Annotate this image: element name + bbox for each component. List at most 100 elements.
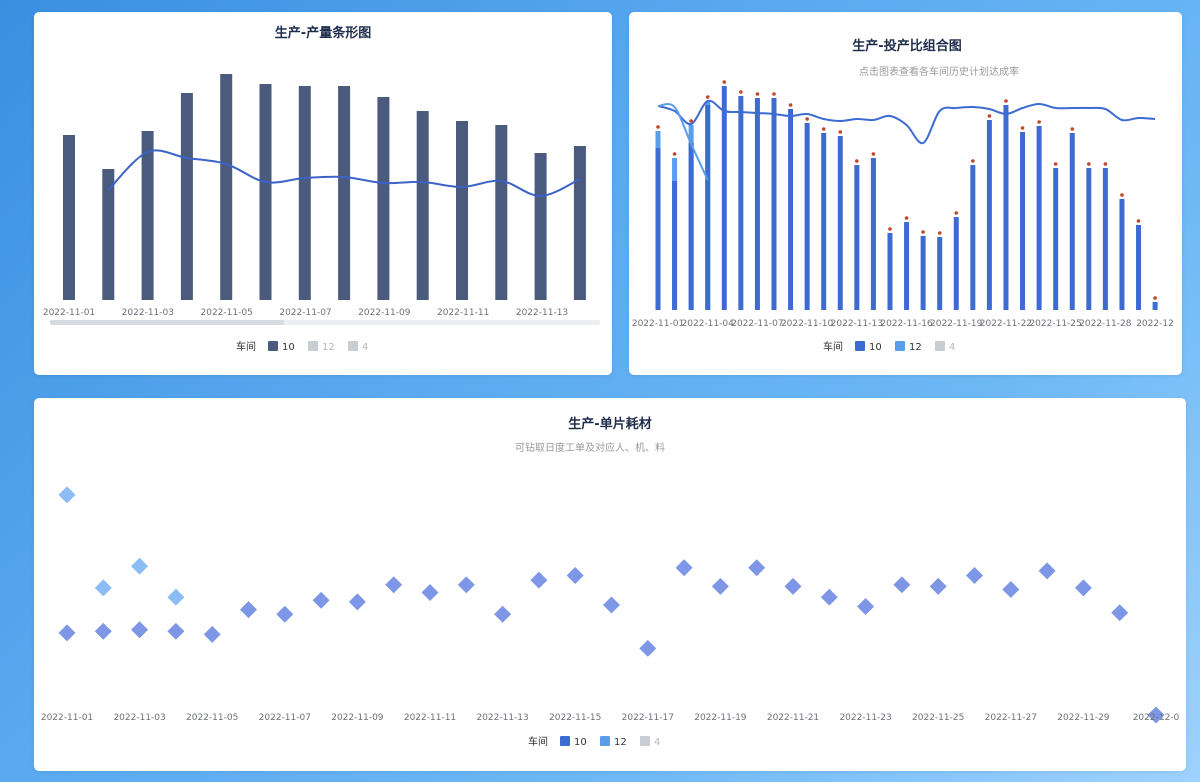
- x-tick-label: 2022-11-09: [358, 308, 411, 318]
- bar-10[interactable]: [721, 86, 727, 310]
- bar-10[interactable]: [705, 105, 711, 310]
- point-10[interactable]: [711, 577, 729, 595]
- point-10[interactable]: [820, 588, 838, 606]
- bar-10[interactable]: [298, 86, 311, 300]
- point-12[interactable]: [167, 588, 185, 606]
- point-10[interactable]: [857, 598, 875, 615]
- legend-item-12[interactable]: 12: [600, 736, 627, 748]
- bar-10[interactable]: [1053, 168, 1059, 310]
- legend-item-4[interactable]: 4: [348, 341, 368, 353]
- series-10-line[interactable]: [107, 149, 581, 198]
- point-10[interactable]: [748, 559, 766, 577]
- legend-item-4[interactable]: 4: [935, 341, 955, 353]
- bar-10[interactable]: [102, 169, 115, 300]
- bar-10[interactable]: [573, 146, 586, 300]
- bar-10[interactable]: [1102, 168, 1108, 310]
- bar-10[interactable]: [887, 233, 893, 310]
- point-12[interactable]: [94, 579, 112, 597]
- bar-10[interactable]: [495, 125, 508, 300]
- bar-10[interactable]: [771, 98, 777, 310]
- point-10[interactable]: [385, 576, 403, 594]
- point-12[interactable]: [58, 486, 76, 504]
- bar-10[interactable]: [1136, 225, 1142, 310]
- point-10[interactable]: [1038, 562, 1056, 580]
- bar-10[interactable]: [970, 165, 976, 310]
- bar-10[interactable]: [220, 74, 233, 300]
- point-10[interactable]: [348, 593, 366, 611]
- bar-10[interactable]: [788, 109, 794, 310]
- bar-10[interactable]: [1152, 302, 1158, 310]
- legend-item-12[interactable]: 12: [308, 341, 335, 353]
- legend-item-4[interactable]: 4: [640, 736, 660, 748]
- x-tick-label: 2022-11-16: [880, 319, 933, 329]
- bar-10[interactable]: [854, 165, 860, 310]
- point-10[interactable]: [530, 571, 548, 589]
- bar-10[interactable]: [534, 153, 547, 300]
- bar-10[interactable]: [870, 158, 876, 310]
- point-10[interactable]: [929, 577, 947, 595]
- point-10[interactable]: [167, 622, 185, 640]
- bar-10[interactable]: [416, 111, 429, 300]
- bar-10[interactable]: [63, 135, 75, 300]
- bar-10[interactable]: [738, 96, 744, 310]
- bar-10[interactable]: [804, 123, 810, 310]
- bar-10[interactable]: [904, 222, 910, 310]
- bar-10[interactable]: [1036, 126, 1042, 310]
- legend-item-12[interactable]: 12: [895, 341, 922, 353]
- bar-10[interactable]: [837, 136, 843, 310]
- legend-item-10[interactable]: 10: [560, 736, 587, 748]
- bar-10[interactable]: [1119, 199, 1125, 310]
- point-10[interactable]: [457, 576, 475, 594]
- bar-10[interactable]: [953, 217, 959, 310]
- point-12[interactable]: [131, 557, 149, 575]
- bar-10[interactable]: [141, 131, 154, 300]
- bar-10[interactable]: [1086, 168, 1092, 310]
- bar-10[interactable]: [986, 120, 992, 310]
- unit-consumption-scatter-chart[interactable]: 生产-单片耗材 可钻取日度工单及对应人、机、料 2022-11-01 2022-1…: [34, 398, 1186, 771]
- bar-10[interactable]: [377, 97, 390, 300]
- series-12-line[interactable]: [657, 102, 709, 181]
- legend-item-10[interactable]: 10: [855, 341, 882, 353]
- point-10[interactable]: [675, 559, 693, 577]
- point-10[interactable]: [421, 584, 439, 602]
- bar-10[interactable]: [920, 236, 926, 310]
- point-10[interactable]: [1147, 706, 1165, 724]
- bar-top-marker: [971, 159, 975, 163]
- bar-10[interactable]: [180, 93, 193, 300]
- point-10[interactable]: [784, 577, 802, 595]
- point-10[interactable]: [966, 567, 983, 584]
- bar-10[interactable]: [821, 133, 827, 310]
- series-10-line[interactable]: [657, 99, 1156, 145]
- bar-10[interactable]: [1020, 132, 1026, 310]
- point-10[interactable]: [58, 624, 76, 642]
- point-10[interactable]: [240, 601, 257, 619]
- legend-item-10[interactable]: 10: [268, 341, 295, 353]
- bar-10[interactable]: [655, 148, 661, 310]
- bar-10[interactable]: [754, 98, 760, 310]
- point-10[interactable]: [276, 605, 294, 623]
- bar-10[interactable]: [338, 86, 351, 300]
- bar-10[interactable]: [456, 121, 468, 300]
- bar-10[interactable]: [672, 181, 678, 310]
- point-10[interactable]: [893, 576, 911, 594]
- output-bar-chart[interactable]: 生产-产量条形图 2022-11-01 2022-11-03 2022-11-05 2…: [34, 12, 612, 375]
- point-10[interactable]: [94, 622, 112, 640]
- point-10[interactable]: [1111, 604, 1129, 622]
- point-10[interactable]: [603, 596, 620, 614]
- point-10[interactable]: [203, 625, 221, 643]
- bar-10[interactable]: [1003, 105, 1009, 310]
- point-10[interactable]: [312, 591, 330, 609]
- input-output-combo-chart[interactable]: 生产-投产比组合图 点击图表查看各车间历史计划达成率 2022-11-01202…: [629, 12, 1182, 375]
- bar-10[interactable]: [937, 237, 943, 310]
- bar-10[interactable]: [688, 143, 694, 310]
- bar-10[interactable]: [259, 84, 272, 300]
- point-10[interactable]: [1074, 579, 1092, 597]
- point-10[interactable]: [639, 639, 657, 657]
- bar-10[interactable]: [1069, 133, 1075, 310]
- point-10[interactable]: [1002, 580, 1020, 598]
- point-10[interactable]: [494, 605, 512, 623]
- datazoom-handle[interactable]: [50, 320, 284, 325]
- bar-top-marker: [821, 127, 826, 131]
- point-10[interactable]: [566, 567, 584, 584]
- point-10[interactable]: [131, 621, 149, 639]
